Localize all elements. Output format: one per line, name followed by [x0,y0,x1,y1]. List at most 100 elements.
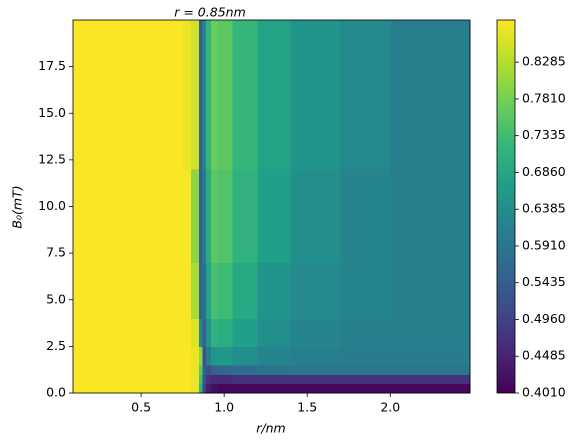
heatmap-cell [257,365,292,375]
colorbar-tick-label: 0.6860 [522,164,566,179]
colorbar-tick-label: 0.6385 [522,201,566,216]
heatmap-cell [141,262,184,319]
heatmap-cell [205,365,212,375]
heatmap-cell [73,346,142,366]
heatmap-cell [141,169,184,263]
heatmap-cell [257,346,292,366]
heatmap-cell [290,262,341,319]
heatmap-cell [190,365,200,375]
heatmap-cell [340,374,391,385]
heatmap-cell [217,365,233,375]
heatmap-cell [340,346,391,366]
colorbar-tick-label: 0.8285 [522,54,566,69]
heatmap-cell [141,346,184,366]
heatmap-cell [210,262,219,319]
heatmap-cell [141,365,184,375]
x-tick-label: 1.5 [297,400,317,415]
heatmap-cell [205,20,212,170]
colorbar-tick-label: 0.4960 [522,311,566,326]
y-tick-label: 15.0 [38,105,66,120]
heatmap-cell [390,318,471,347]
heatmap-cell [340,318,391,347]
heatmap-cell [199,262,204,319]
heatmap-cell [232,20,258,170]
heatmap-cell [73,169,142,263]
heatmap-cell [73,20,142,170]
heatmap-cell [190,383,200,394]
heatmap-cell [182,318,192,347]
heatmap-cell [210,383,219,394]
heatmap-cell [199,20,204,170]
colorbar-tick-label: 0.4485 [522,348,566,363]
heatmap-cell [182,262,192,319]
heatmap-cell [340,20,391,170]
heatmap-cell [390,20,471,170]
heatmap-cell [217,346,233,366]
heatmap-cell [232,169,258,263]
heatmap-cell [73,383,142,394]
heatmap-cell [199,365,204,375]
heatmap-cell [232,346,258,366]
heatmap-cell [182,383,192,394]
heatmap-cell [217,383,233,394]
heatmap-cell [205,383,212,394]
x-axis-label: r/nm [256,421,285,436]
heatmap-cell [190,262,200,319]
heatmap-cell [202,374,207,385]
heatmap-cell [290,169,341,263]
heatmap-cell [205,374,212,385]
x-tick-label: 2.0 [380,400,400,415]
heatmap-cell [73,374,142,385]
heatmap-cell [205,346,212,366]
y-axis-label: B₀(mT) [10,185,25,228]
heatmap-cell [390,262,471,319]
heatmap-cell [141,374,184,385]
heatmap-cell [257,20,292,170]
colorbar-tick-label: 0.7810 [522,90,566,105]
heatmap-cell [290,374,341,385]
heatmap-cell [232,318,258,347]
heatmap-cell [182,169,192,263]
colorbar [496,19,516,394]
heatmap-cell [199,374,204,385]
heatmap-cell [182,365,192,375]
heatmap-cell [182,374,192,385]
heatmap-cell [290,365,341,375]
y-tick-label: 12.5 [38,151,66,166]
heatmap-cell [182,346,192,366]
y-tick-label: 7.5 [46,245,66,260]
heatmap-cell [73,318,142,347]
heatmap-cell [390,346,471,366]
heatmap-cell [205,318,212,347]
heatmap-cell [205,169,212,263]
heatmap-cell [190,318,200,347]
heatmap-cell [290,318,341,347]
colorbar-tick-label: 0.7335 [522,127,566,142]
heatmap-cell [217,318,233,347]
heatmap-cell [202,20,207,170]
heatmap-cell [199,318,204,347]
y-tick-label: 10.0 [38,198,66,213]
heatmap-cell [217,262,233,319]
heatmap-cell [217,374,233,385]
heatmap-cell [340,169,391,263]
heatmap-cell [257,383,292,394]
heatmap-cell [232,365,258,375]
heatmap-cell [202,262,207,319]
heatmap-cell [290,383,341,394]
heatmap-cell [182,20,192,170]
heatmap-cell [190,374,200,385]
heatmap-cell [232,374,258,385]
heatmap-cell [210,169,219,263]
heatmap-cell [340,365,391,375]
heatmap-cell [210,365,219,375]
heatmap-cell [210,346,219,366]
heatmap-cell [257,169,292,263]
y-tick-label: 17.5 [38,58,66,73]
colorbar-tick-label: 0.4010 [522,385,566,400]
heatmap-cell [217,169,233,263]
heatmap-cell [202,169,207,263]
heatmap-cell [210,20,219,170]
heatmap-cell [210,374,219,385]
